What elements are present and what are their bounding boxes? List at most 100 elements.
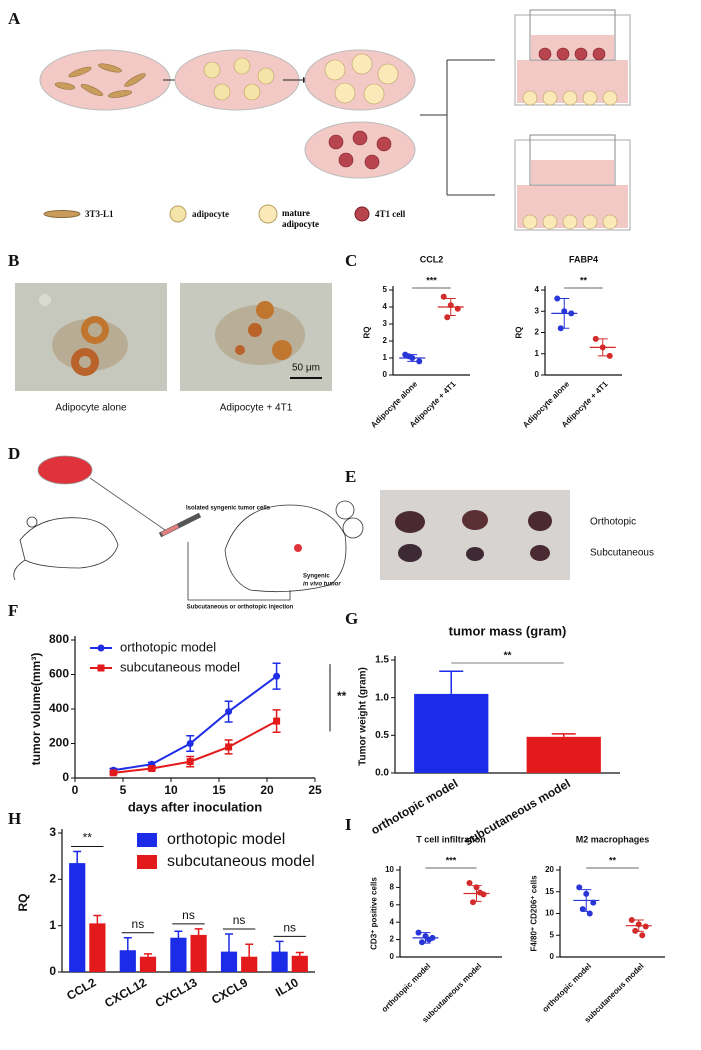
bar bbox=[190, 934, 207, 972]
diagram-label: Syngenic bbox=[303, 574, 330, 580]
y-tick-label: 200 bbox=[49, 736, 69, 750]
significance-label: ns bbox=[283, 921, 296, 935]
marker bbox=[148, 765, 156, 773]
y-tick-label: 1 bbox=[49, 918, 56, 932]
error-bar bbox=[551, 733, 576, 737]
panel-label: F bbox=[8, 601, 18, 620]
data-point bbox=[586, 910, 593, 917]
significance-label: ** bbox=[83, 831, 93, 845]
data-point bbox=[415, 929, 422, 936]
x-tick-label: CCL2 bbox=[64, 975, 98, 1003]
significance-label: ** bbox=[580, 275, 588, 285]
y-axis-label: tumor volume(mm³) bbox=[29, 653, 43, 766]
y-tick-label: 10 bbox=[545, 909, 554, 918]
y-tick-label: 800 bbox=[49, 632, 69, 646]
y-axis-label: RQ bbox=[363, 327, 372, 339]
error-bar bbox=[559, 298, 570, 329]
legend-swatch bbox=[137, 855, 157, 869]
significance-label: ns bbox=[233, 913, 246, 927]
y-axis-label: F4/80⁺ CD206⁺ cells bbox=[530, 875, 539, 952]
micrograph bbox=[15, 283, 332, 391]
data-point bbox=[639, 932, 646, 939]
legend-swatch bbox=[137, 833, 157, 847]
x-tick-label: 20 bbox=[260, 783, 274, 797]
x-tick-label: 15 bbox=[212, 783, 226, 797]
data-point bbox=[466, 880, 473, 887]
x-tick-label: 0 bbox=[72, 783, 79, 797]
tumor-photo bbox=[380, 490, 570, 580]
panel-label: I bbox=[345, 815, 352, 834]
series-line bbox=[113, 720, 278, 774]
error-bar bbox=[445, 298, 456, 316]
y-tick-label: 4 bbox=[535, 285, 540, 294]
x-tick-label: CXCL12 bbox=[102, 975, 149, 1010]
data-point bbox=[579, 906, 586, 913]
x-tick-label: 10 bbox=[164, 783, 178, 797]
legend-label: orthotopic model bbox=[167, 831, 285, 848]
significance-label: ns bbox=[182, 908, 195, 922]
y-tick-label: 6 bbox=[390, 900, 395, 909]
marker bbox=[273, 672, 281, 680]
y-tick-label: 1.5 bbox=[375, 655, 389, 666]
y-tick-label: 0 bbox=[535, 370, 540, 379]
bar bbox=[139, 956, 157, 972]
y-tick-label: 2 bbox=[535, 328, 540, 337]
panel-label: G bbox=[345, 609, 358, 628]
y-tick-label: 5 bbox=[550, 930, 555, 939]
legend-label: orthotopic model bbox=[120, 639, 216, 654]
x-tick-label: 5 bbox=[120, 783, 127, 797]
x-tick-label: IL10 bbox=[273, 975, 301, 999]
x-tick-label: orthotopic model bbox=[380, 962, 433, 1015]
bar bbox=[526, 736, 601, 773]
data-point bbox=[576, 884, 583, 891]
y-tick-label: 3 bbox=[535, 306, 540, 315]
y-tick-label: 4 bbox=[390, 917, 395, 926]
x-tick-label: CXCL9 bbox=[209, 975, 250, 1007]
y-tick-label: 600 bbox=[49, 667, 69, 681]
panel-label: H bbox=[8, 809, 21, 828]
x-tick-label: CXCL13 bbox=[153, 975, 200, 1010]
marker bbox=[109, 769, 117, 777]
significance-label: ns bbox=[132, 917, 145, 931]
y-axis-label: RQ bbox=[515, 327, 524, 339]
data-point bbox=[606, 352, 613, 359]
y-tick-label: 10 bbox=[385, 865, 394, 874]
error-bar bbox=[295, 951, 304, 960]
legend-label: subcutaneous model bbox=[120, 659, 240, 674]
caption: Adipocyte alone bbox=[55, 403, 127, 414]
significance-label: *** bbox=[426, 275, 437, 285]
error-bar bbox=[275, 940, 284, 963]
marker bbox=[186, 740, 194, 747]
significance-label: *** bbox=[446, 855, 457, 865]
legend-label: 3T3-L1 bbox=[85, 209, 114, 219]
y-tick-label: 0 bbox=[383, 370, 388, 379]
legend-marker bbox=[97, 664, 105, 672]
y-tick-label: 0.0 bbox=[375, 768, 389, 779]
error-bar bbox=[194, 928, 203, 942]
row-label: Orthotopic bbox=[590, 517, 636, 528]
y-tick-label: 20 bbox=[545, 865, 554, 874]
data-point bbox=[440, 293, 447, 300]
chart-title: tumor mass (gram) bbox=[449, 623, 567, 638]
diagram-label: in vivo tumor bbox=[303, 582, 341, 588]
data-point bbox=[477, 889, 483, 896]
x-tick-label: orthotopic model bbox=[368, 776, 460, 837]
panel-a-diagram bbox=[39, 9, 631, 231]
scale-bar-label: 50 μm bbox=[292, 363, 320, 374]
data-point bbox=[554, 295, 561, 302]
series-line bbox=[113, 675, 278, 772]
error-bar bbox=[73, 850, 82, 876]
legend-marker bbox=[97, 644, 105, 652]
x-tick-label: subcutaneous model bbox=[583, 962, 646, 1025]
error-bar bbox=[93, 914, 102, 932]
caption: Adipocyte + 4T1 bbox=[220, 403, 293, 414]
error-bar bbox=[439, 670, 464, 694]
significance-label: ** bbox=[609, 855, 617, 865]
bar bbox=[170, 937, 187, 972]
data-point bbox=[416, 358, 423, 365]
y-tick-label: 1 bbox=[535, 349, 540, 358]
y-axis-label: RQ bbox=[16, 894, 30, 912]
y-tick-label: 2 bbox=[390, 935, 395, 944]
chart-title: FABP4 bbox=[569, 254, 598, 264]
